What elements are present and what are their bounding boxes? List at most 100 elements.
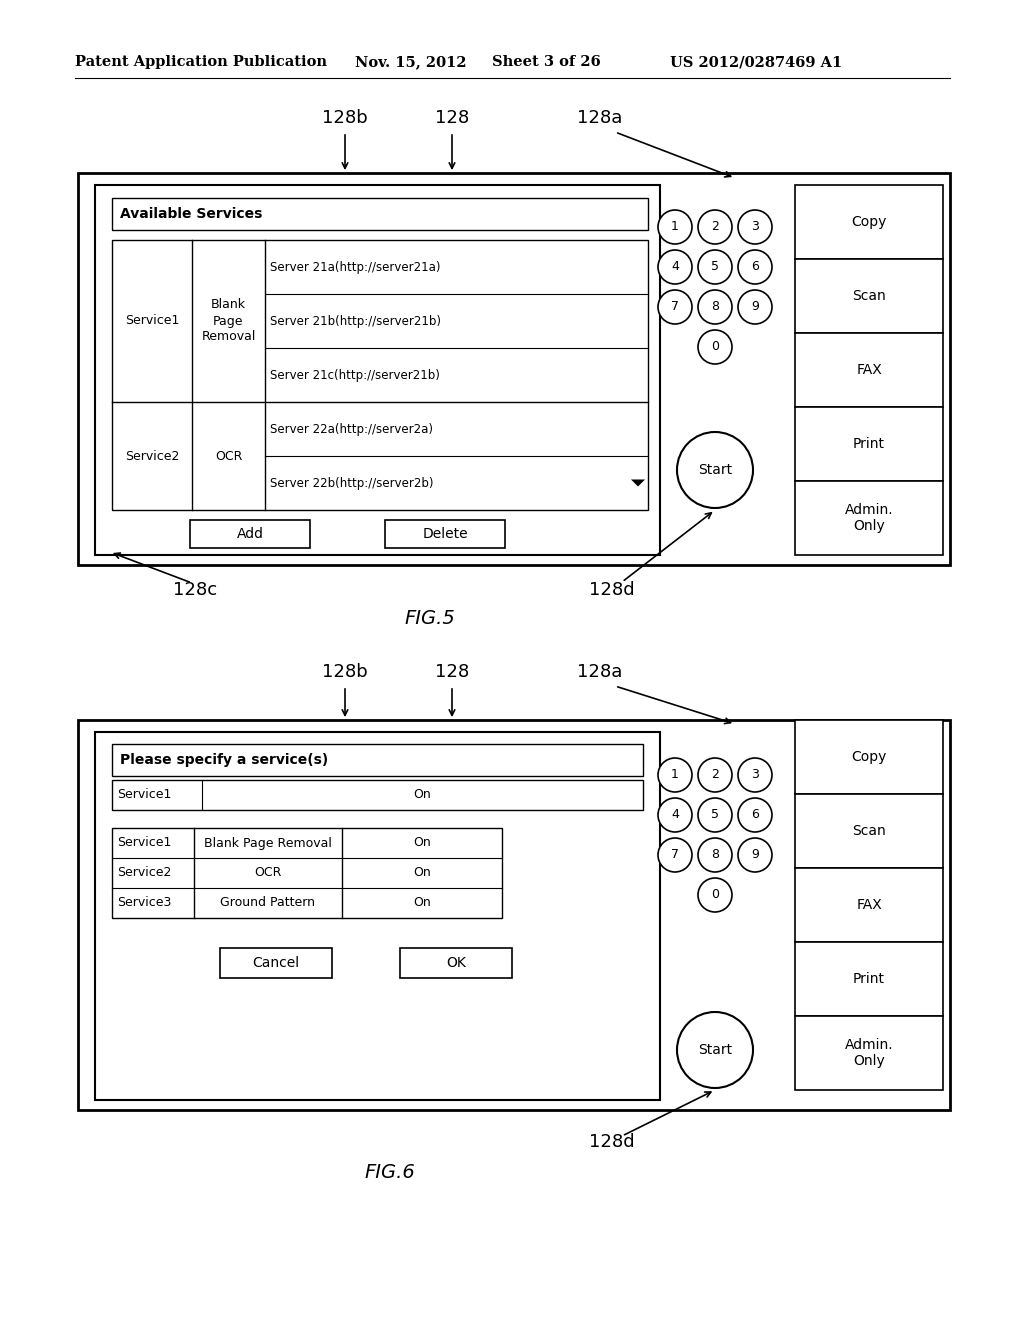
Bar [795,942,943,1016]
Circle shape [698,290,732,323]
Bar [795,259,943,333]
Text: Copy: Copy [851,215,887,228]
Text: 0: 0 [711,888,719,902]
Text: Blank Page Removal: Blank Page Removal [204,837,332,850]
Text: FIG.5: FIG.5 [404,609,456,627]
Text: Server 21a(http://server21a): Server 21a(http://server21a) [270,260,440,273]
Circle shape [658,838,692,873]
Circle shape [698,249,732,284]
Bar [112,828,502,917]
Text: Server 22b(http://server2b): Server 22b(http://server2b) [270,477,433,490]
Text: 5: 5 [711,260,719,273]
Polygon shape [631,479,645,487]
Bar [95,185,660,554]
Text: Print: Print [853,972,885,986]
Text: Service1: Service1 [117,788,171,801]
Text: FAX: FAX [856,363,882,378]
Text: Scan: Scan [852,289,886,304]
Text: Sheet 3 of 26: Sheet 3 of 26 [492,55,601,69]
Bar [78,719,950,1110]
Bar [112,198,648,230]
Text: On: On [413,837,431,850]
Text: Server 22a(http://server2a): Server 22a(http://server2a) [270,422,433,436]
Circle shape [658,758,692,792]
Text: Start: Start [698,1043,732,1057]
Text: OCR: OCR [254,866,282,879]
Text: 128c: 128c [173,581,217,599]
Text: Add: Add [237,527,263,541]
Circle shape [658,249,692,284]
Bar [795,407,943,480]
Text: Patent Application Publication: Patent Application Publication [75,55,327,69]
Bar [190,520,310,548]
Text: 9: 9 [751,849,759,862]
Text: On: On [413,866,431,879]
Text: 2: 2 [711,768,719,781]
Text: 128d: 128d [589,1133,635,1151]
Bar [795,869,943,942]
Text: 6: 6 [751,260,759,273]
Text: Ground Pattern: Ground Pattern [220,896,315,909]
Text: 128b: 128b [323,663,368,681]
Text: Service2: Service2 [117,866,171,879]
Text: Service2: Service2 [125,450,179,462]
Bar [112,240,648,510]
Bar [795,1016,943,1090]
Bar [400,948,512,978]
Text: 3: 3 [751,220,759,234]
Circle shape [738,249,772,284]
Text: 128: 128 [435,110,469,127]
Bar [112,744,643,776]
Text: Start: Start [698,463,732,477]
Circle shape [658,210,692,244]
Circle shape [738,290,772,323]
Circle shape [677,432,753,508]
Circle shape [698,838,732,873]
Text: 128: 128 [435,663,469,681]
Text: Print: Print [853,437,885,451]
Text: 1: 1 [671,768,679,781]
Text: Admin.
Only: Admin. Only [845,503,893,533]
Text: 0: 0 [711,341,719,354]
Text: Server 21c(http://server21b): Server 21c(http://server21b) [270,368,440,381]
Bar [112,780,643,810]
Circle shape [738,758,772,792]
Circle shape [698,210,732,244]
Bar [220,948,332,978]
Text: Service1: Service1 [125,314,179,327]
Text: 128a: 128a [578,110,623,127]
Text: 4: 4 [671,808,679,821]
Text: 5: 5 [711,808,719,821]
Circle shape [698,878,732,912]
Circle shape [738,210,772,244]
Text: 4: 4 [671,260,679,273]
Bar [795,480,943,554]
Circle shape [698,799,732,832]
Text: 3: 3 [751,768,759,781]
Text: 1: 1 [671,220,679,234]
Text: Cancel: Cancel [253,956,300,970]
Text: 128d: 128d [589,581,635,599]
Text: On: On [414,788,431,801]
Text: Server 21b(http://server21b): Server 21b(http://server21b) [270,314,441,327]
Text: 9: 9 [751,301,759,314]
Text: 8: 8 [711,849,719,862]
Bar [78,173,950,565]
Text: On: On [413,896,431,909]
Circle shape [658,799,692,832]
Text: 8: 8 [711,301,719,314]
Text: 6: 6 [751,808,759,821]
Circle shape [738,799,772,832]
Circle shape [698,758,732,792]
Text: 7: 7 [671,301,679,314]
Text: 2: 2 [711,220,719,234]
Text: 7: 7 [671,849,679,862]
Text: Service3: Service3 [117,896,171,909]
Text: OCR: OCR [215,450,243,462]
Circle shape [658,290,692,323]
Text: Admin.
Only: Admin. Only [845,1038,893,1068]
Text: Blank
Page
Removal: Blank Page Removal [202,298,256,343]
Bar [385,520,505,548]
Text: Scan: Scan [852,824,886,838]
Circle shape [677,1012,753,1088]
